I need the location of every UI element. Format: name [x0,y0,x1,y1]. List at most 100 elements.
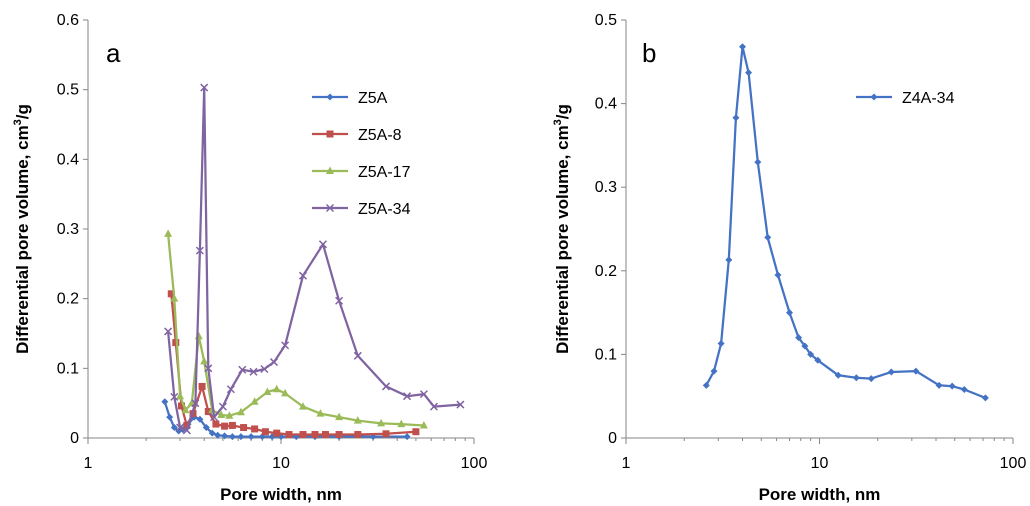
data-point [754,158,762,166]
data-point [738,43,746,51]
data-point [237,433,245,441]
data-point [354,431,362,439]
y-tick-label: 0.2 [595,263,617,280]
x-axis-title: Pore width, nm [220,485,342,504]
series-line [705,45,986,399]
data-point [335,412,344,421]
y-tick-label: 0.4 [595,96,617,113]
data-point [912,367,920,375]
y-tick-label: 0.1 [595,346,617,363]
data-point [702,381,710,389]
data-point [321,431,329,439]
data-point [181,405,190,414]
x-tick-label: 10 [811,455,829,472]
data-point [795,334,803,342]
data-point [298,402,307,410]
y-axis-title-superscript: 3 [552,119,564,125]
panel-label: a [106,38,121,68]
data-point [935,381,943,389]
data-point [170,294,179,302]
x-tick-label: 1 [622,455,631,472]
y-axis-title-main: Differential pore volume, cm [13,125,32,354]
data-point [318,240,328,249]
legend-label: Z5A [358,90,388,107]
data-point [167,290,175,298]
data-point [198,382,206,390]
series-Z5A-34 [164,83,465,435]
data-point [191,399,200,408]
data-point [261,428,269,436]
data-point [182,426,191,435]
data-point [281,341,290,350]
legend-marker [326,93,334,101]
data-point [774,271,782,279]
y-tick-label: 0.2 [57,291,79,308]
data-point [250,397,259,405]
data-point [353,416,362,424]
data-point [397,419,406,428]
y-tick-label: 0.3 [57,221,79,238]
data-point [403,433,411,441]
data-point [196,415,204,423]
data-point [217,410,226,419]
data-point [166,413,174,421]
data-point [226,385,235,394]
data-point [164,229,173,237]
data-point [164,327,173,336]
data-point [948,382,956,390]
data-point [228,421,236,429]
panel-label: b [642,38,656,68]
data-point [236,407,245,416]
data-point [269,358,279,367]
data-point [353,351,362,360]
data-point [228,433,236,441]
y-axis-title-unit: /g [13,104,32,119]
y-tick-label: 0.1 [57,360,79,377]
data-point [272,384,281,393]
y-tick-label: 0.4 [57,151,79,168]
data-point [814,356,822,364]
y-tick-label: 0 [608,430,617,447]
data-point [732,114,740,122]
y-axis-title: Differential pore volume, cm3/g [552,104,572,354]
legend-marker [325,203,335,213]
data-point [212,420,220,428]
data-point [200,83,209,92]
data-point [195,246,204,255]
data-point [381,382,391,391]
legend-label: Z5A-34 [358,201,411,218]
data-point [194,331,203,340]
chart-panel-b: 0 0.1 0.2 0.3 0.4 0.5 1 10 100 Pore width, nm Diff… [552,12,1026,504]
legend-entry: Z5A-17 [312,164,411,181]
series-line [166,233,424,427]
data-point [710,367,718,375]
data-point [202,424,210,432]
legend-marker [326,130,334,138]
data-point [887,368,895,376]
y-tick-label: 0.5 [595,12,617,29]
data-point [176,391,185,400]
data-point [204,364,213,373]
legend-marker [326,166,334,174]
data-point [238,365,247,374]
data-point [852,374,860,382]
legend-entry: Z4A-34 [856,90,955,107]
legend-label: Z5A-8 [358,127,402,144]
y-tick-label: 0.3 [595,179,617,196]
data-point [786,309,794,317]
data-point [298,271,308,280]
data-point [335,296,344,305]
data-point [221,432,229,440]
data-point [377,418,386,427]
data-point [161,398,169,406]
data-point [419,420,428,429]
x-tick-label: 1 [84,455,93,472]
data-point [251,425,259,433]
y-axis-title-main: Differential pore volume, cm [553,125,572,354]
chart-panel-a: 0 0.1 0.2 0.3 0.4 0.5 0.6 1 10 100 Pore width, nm D… [12,12,487,504]
data-point [745,69,753,77]
data-point [382,430,390,438]
x-tick-label: 10 [272,455,290,472]
series-Z5A-17 [164,229,428,429]
